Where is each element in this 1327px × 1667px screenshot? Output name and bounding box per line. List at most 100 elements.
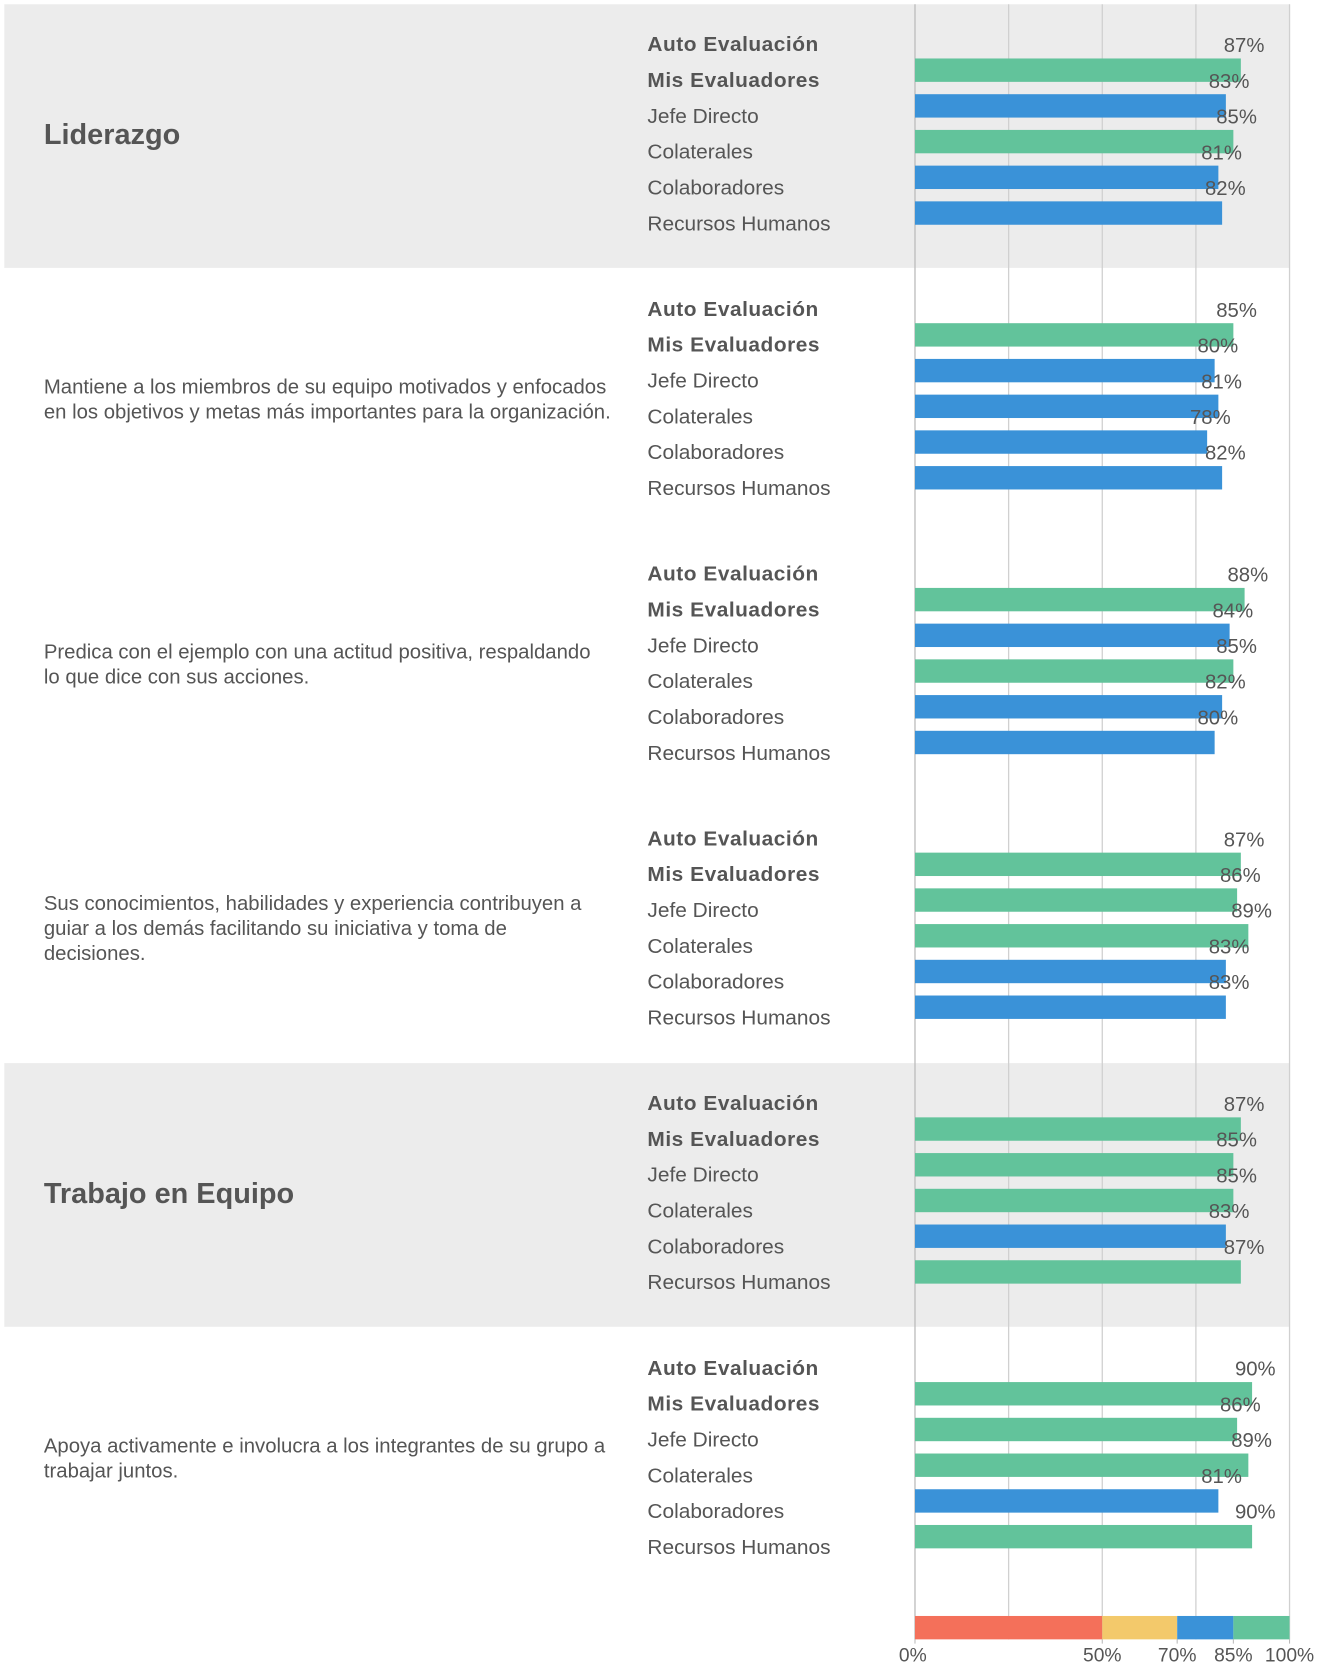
row-label: Auto Evaluación xyxy=(647,563,818,586)
value-label: 85% xyxy=(1216,1166,1257,1188)
value-label: 81% xyxy=(1201,371,1242,393)
value-label: 90% xyxy=(1235,1502,1276,1524)
bar xyxy=(914,1489,1219,1513)
value-label: 89% xyxy=(1231,901,1272,923)
value-label: 84% xyxy=(1212,600,1253,622)
bar xyxy=(914,995,1226,1019)
item-description: Mantiene a los miembros de su equipo mot… xyxy=(44,377,611,424)
row-label: Jefe Directo xyxy=(647,899,758,922)
row-label: Auto Evaluación xyxy=(647,33,818,56)
row-label: Recursos Humanos xyxy=(647,742,830,765)
scale-band xyxy=(914,1615,1103,1640)
value-label: 83% xyxy=(1209,1201,1250,1223)
row-label: Mis Evaluadores xyxy=(647,1393,820,1416)
row-label: Mis Evaluadores xyxy=(647,69,820,92)
row-label: Colaboradores xyxy=(647,1500,784,1523)
bar xyxy=(914,430,1208,454)
row-label: Mis Evaluadores xyxy=(647,334,820,357)
scale-band xyxy=(1233,1615,1290,1640)
bar xyxy=(914,959,1226,984)
value-label: 86% xyxy=(1220,865,1261,887)
bar xyxy=(914,201,1223,225)
row-label: Jefe Directo xyxy=(647,370,758,393)
value-label: 87% xyxy=(1224,35,1265,57)
value-label: 81% xyxy=(1201,1466,1242,1488)
value-label: 85% xyxy=(1216,1130,1257,1152)
value-label: 88% xyxy=(1227,565,1268,587)
row-label: Auto Evaluación xyxy=(647,298,818,321)
bar xyxy=(914,924,1249,948)
value-label: 80% xyxy=(1198,336,1239,358)
item-description: Sus conocimientos, habilidades y experie… xyxy=(44,894,582,966)
value-label: 82% xyxy=(1205,443,1246,465)
value-label: 80% xyxy=(1198,708,1239,730)
bar xyxy=(914,358,1215,383)
row-label: Colaboradores xyxy=(647,177,784,200)
value-label: 81% xyxy=(1201,142,1242,164)
bar xyxy=(914,888,1238,912)
bar xyxy=(914,1382,1253,1406)
value-label: 89% xyxy=(1231,1430,1272,1452)
x-tick-label: 0% xyxy=(899,1645,927,1666)
bar xyxy=(914,58,1241,82)
bar xyxy=(914,466,1223,490)
bar xyxy=(914,1224,1226,1248)
row-label: Colaboradores xyxy=(647,441,784,464)
value-label: 83% xyxy=(1209,937,1250,959)
row-label: Colaterales xyxy=(647,1464,752,1487)
value-label: 83% xyxy=(1209,972,1250,994)
value-label: 82% xyxy=(1205,672,1246,694)
section-title: Liderazgo xyxy=(44,119,180,151)
row-label: Jefe Directo xyxy=(647,1429,758,1452)
row-label: Colaterales xyxy=(647,141,752,164)
bar xyxy=(914,852,1241,877)
value-label: 82% xyxy=(1205,178,1246,200)
x-tick-label: 50% xyxy=(1083,1645,1122,1666)
row-label: Auto Evaluación xyxy=(647,1092,818,1115)
bar xyxy=(914,1417,1238,1442)
row-label: Auto Evaluación xyxy=(647,827,818,850)
scale-band xyxy=(1177,1615,1234,1640)
row-label: Colaterales xyxy=(647,405,752,428)
row-label: Recursos Humanos xyxy=(647,1007,830,1030)
scale-band xyxy=(1102,1615,1178,1640)
row-label: Colaterales xyxy=(647,1200,752,1223)
bar xyxy=(914,129,1234,154)
value-label: 87% xyxy=(1224,1237,1265,1259)
bar xyxy=(914,587,1245,612)
value-label: 87% xyxy=(1224,829,1265,851)
value-label: 85% xyxy=(1216,107,1257,129)
x-tick-label: 100% xyxy=(1265,1645,1314,1666)
row-label: Jefe Directo xyxy=(647,105,758,128)
row-label: Auto Evaluación xyxy=(647,1357,818,1380)
bar xyxy=(914,659,1234,683)
row-label: Recursos Humanos xyxy=(647,212,830,235)
item-description: Predica con el ejemplo con una actitud p… xyxy=(44,642,591,689)
value-label: 83% xyxy=(1209,71,1250,93)
value-label: 86% xyxy=(1220,1395,1261,1417)
row-label: Colaboradores xyxy=(647,1235,784,1258)
row-label: Mis Evaluadores xyxy=(647,1128,820,1151)
row-label: Colaterales xyxy=(647,670,752,693)
bar xyxy=(914,1117,1241,1141)
row-label: Recursos Humanos xyxy=(647,1271,830,1294)
bar xyxy=(914,1260,1241,1284)
value-label: 78% xyxy=(1190,407,1231,429)
row-label: Colaterales xyxy=(647,935,752,958)
value-label: 87% xyxy=(1224,1094,1265,1116)
item-description: Apoya activamente e involucra a los inte… xyxy=(44,1436,606,1483)
x-tick-label: 85% xyxy=(1214,1645,1253,1666)
row-label: Mis Evaluadores xyxy=(647,863,820,886)
bar xyxy=(914,323,1234,347)
bar xyxy=(914,1524,1253,1549)
bar xyxy=(914,1153,1234,1177)
bar xyxy=(914,94,1226,118)
bar xyxy=(914,394,1219,419)
bar xyxy=(914,623,1230,648)
value-label: 85% xyxy=(1216,300,1257,322)
row-label: Mis Evaluadores xyxy=(647,599,820,622)
row-label: Colaboradores xyxy=(647,706,784,729)
section-title: Trabajo en Equipo xyxy=(44,1178,294,1210)
